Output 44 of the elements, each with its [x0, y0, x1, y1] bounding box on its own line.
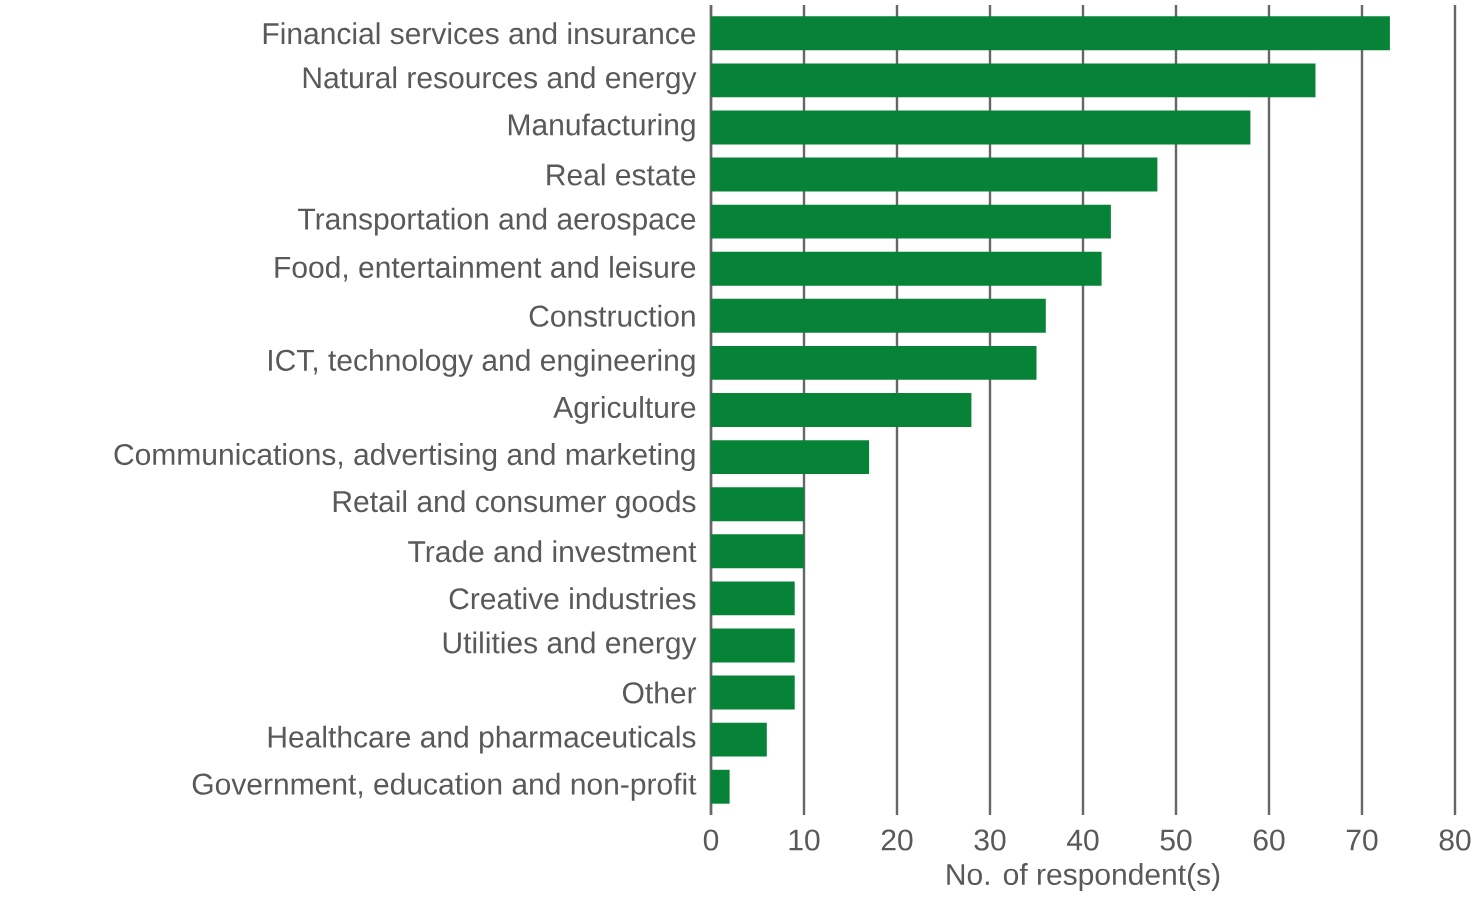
y-tick-label: Construction	[529, 304, 695, 327]
y-tick-label: Financial services and insurance	[263, 22, 696, 45]
y-tick-label: Agriculture	[553, 396, 696, 424]
y-tick-label: Transportation and aerospace	[298, 207, 696, 236]
x-tick-label: 0	[703, 829, 719, 851]
y-tick-label: Other	[622, 681, 697, 704]
y-tick-label: Manufacturing	[508, 113, 695, 142]
bar	[711, 204, 1111, 239]
bar	[711, 110, 1251, 145]
x-tick-label: 50	[1160, 829, 1192, 851]
x-axis-title: No. of respondent(s)	[947, 863, 1220, 891]
y-tick-label: Natural resources and energy	[303, 66, 697, 95]
x-tick-label: 20	[881, 829, 913, 851]
y-tick-label: Utilities and energy	[443, 631, 697, 660]
bar	[711, 628, 795, 663]
y-tick-label: Real estate	[547, 163, 696, 186]
bar	[711, 581, 795, 616]
x-tick-label: 70	[1346, 829, 1378, 851]
y-tick-label: Trade and investment	[408, 540, 697, 563]
bar	[711, 769, 730, 804]
bar	[711, 16, 1390, 51]
x-tick-label: 60	[1253, 829, 1285, 851]
bar	[711, 722, 767, 757]
y-tick-label: Creative industries	[449, 587, 696, 610]
x-tick-label: 30	[974, 829, 1006, 851]
x-tick-label: 40	[1067, 829, 1099, 851]
bar	[711, 675, 795, 710]
bar	[711, 393, 972, 427]
bar	[711, 157, 1158, 192]
y-tick-label: ICT, technology and engineering	[269, 348, 695, 377]
bar	[711, 63, 1316, 98]
bar	[711, 251, 1102, 286]
y-tick-label: Food, entertainment and leisure	[275, 255, 696, 282]
bar	[711, 534, 804, 569]
y-tick-label: Retail and consumer goods	[333, 490, 696, 519]
bar	[711, 440, 870, 475]
x-tick-label: 10	[789, 829, 820, 851]
x-tick-label: 80	[1439, 829, 1471, 851]
y-tick-label: Communications, advertising and marketing	[114, 443, 695, 472]
bar	[711, 345, 1037, 380]
y-tick-label: Healthcare and pharmaceuticals	[268, 725, 696, 754]
bar	[711, 298, 1046, 333]
bar	[711, 487, 804, 522]
y-tick-label: Government, education and non-profit	[192, 772, 697, 801]
